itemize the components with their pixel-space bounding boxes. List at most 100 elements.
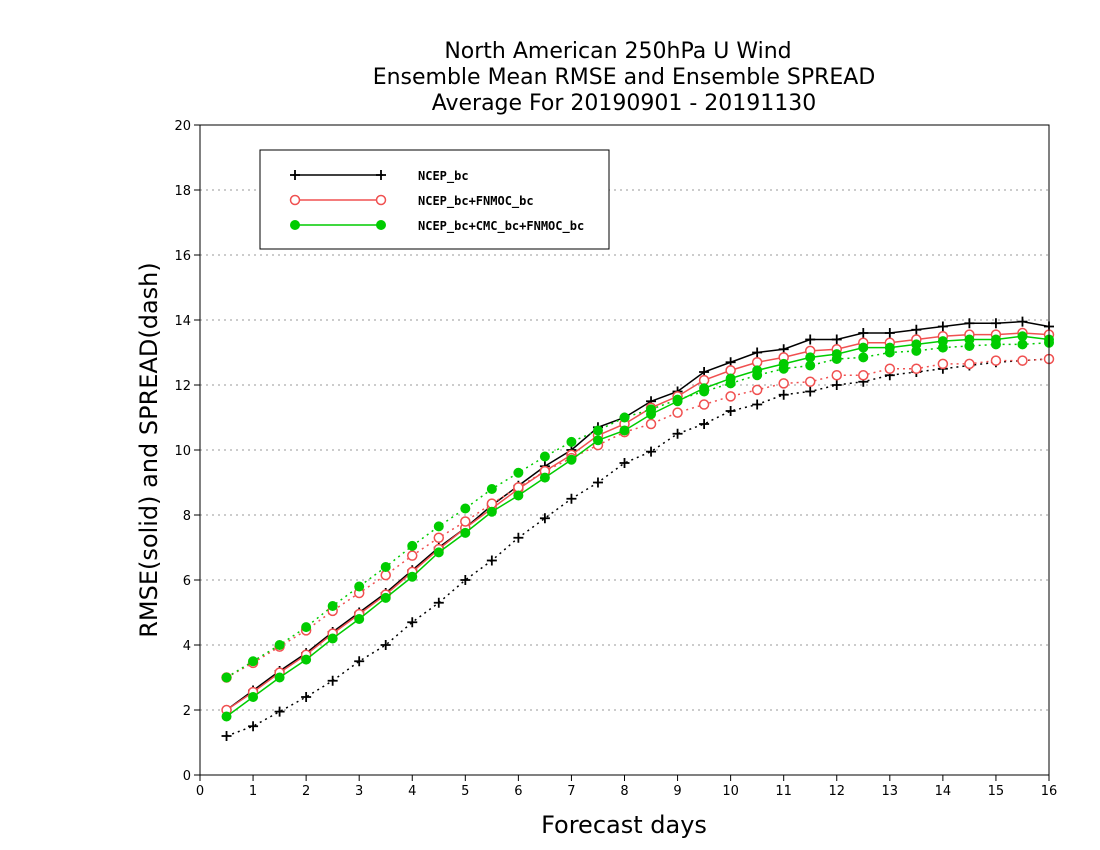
series-0-spread-point bbox=[725, 406, 736, 416]
series-2-spread-line bbox=[226, 342, 1050, 679]
series-2-rmse-point bbox=[380, 592, 391, 603]
series-0-spread-point bbox=[805, 386, 816, 397]
legend-marker-1 bbox=[375, 194, 387, 206]
series-2-rmse bbox=[221, 331, 1054, 722]
y-tick-label: 18 bbox=[174, 184, 191, 199]
series-2-spread-point bbox=[911, 345, 922, 356]
x-tick-label: 12 bbox=[828, 784, 845, 799]
x-tick-label: 16 bbox=[1041, 784, 1058, 799]
series-1-spread-point bbox=[751, 384, 763, 396]
series-1-spread-point bbox=[725, 391, 736, 402]
series-2-spread-point bbox=[354, 581, 365, 592]
series-2-spread-point bbox=[937, 342, 948, 353]
series-2-spread-point bbox=[699, 386, 710, 397]
series-0-spread-point bbox=[460, 575, 471, 585]
series-0-spread-point bbox=[619, 458, 630, 468]
legend: NCEP_bc NCEP_bc+FNMOC_bc NCEP_bc+CMC_bc+… bbox=[259, 149, 610, 250]
x-tick-label: 10 bbox=[722, 784, 739, 799]
series-2-spread-point bbox=[619, 412, 630, 423]
x-tick-label: 15 bbox=[988, 784, 1005, 799]
plot-series bbox=[221, 316, 1055, 741]
series-2-spread-point bbox=[858, 352, 869, 363]
x-tick-label: 5 bbox=[461, 784, 469, 799]
series-0-rmse-point bbox=[911, 324, 922, 335]
series-0-rmse-point bbox=[964, 318, 975, 329]
series-0-spread-point bbox=[752, 399, 763, 410]
series-2-spread-point bbox=[592, 425, 603, 436]
series-2-spread-point bbox=[1017, 339, 1028, 350]
series-1-spread-point bbox=[884, 363, 896, 374]
x-tick-label: 9 bbox=[673, 784, 681, 799]
series-1-spread-point bbox=[698, 399, 710, 410]
series-0-spread-point bbox=[831, 380, 842, 390]
series-0-spread-point bbox=[327, 675, 338, 686]
series-1-spread-point bbox=[407, 550, 418, 561]
series-0-rmse-point bbox=[884, 328, 895, 338]
series-2-spread-point bbox=[990, 339, 1001, 350]
x-tick-label: 6 bbox=[514, 784, 522, 799]
series-1-spread-point bbox=[858, 370, 869, 381]
series-2-spread-point bbox=[327, 601, 338, 611]
series-1-spread-point bbox=[778, 378, 789, 389]
series-2-spread-point bbox=[672, 394, 683, 405]
series-0-spread-point bbox=[672, 428, 683, 439]
series-2-spread-point bbox=[248, 656, 259, 667]
series-2-rmse-point bbox=[619, 425, 630, 436]
series-0-rmse-point bbox=[1017, 316, 1028, 327]
legend-marker-0 bbox=[290, 170, 300, 180]
series-2-spread-point bbox=[221, 672, 232, 683]
series-1-spread-point bbox=[990, 355, 1002, 366]
y-tick-label: 2 bbox=[183, 704, 191, 719]
series-1-spread-point bbox=[645, 418, 657, 430]
series-2-rmse-point bbox=[221, 711, 232, 722]
series-0-spread-point bbox=[433, 597, 444, 608]
x-tick-label: 1 bbox=[249, 784, 257, 799]
series-2-spread-point bbox=[407, 540, 418, 551]
series-1-spread-point bbox=[937, 358, 949, 370]
series-0-rmse-point bbox=[805, 334, 816, 345]
series-2-spread-point bbox=[539, 451, 550, 462]
y-tick-label: 10 bbox=[174, 444, 191, 459]
series-2-rmse-point bbox=[248, 692, 259, 702]
series-2-spread-point bbox=[778, 363, 789, 374]
series-0-spread-point bbox=[274, 706, 285, 717]
series-2-spread-point bbox=[486, 484, 497, 494]
x-tick-label: 4 bbox=[408, 784, 416, 799]
series-2-rmse-point bbox=[354, 614, 365, 624]
series-1-spread-point bbox=[964, 358, 975, 370]
series-0-spread-point bbox=[513, 532, 524, 543]
series-2-spread-point bbox=[752, 370, 763, 381]
series-1-spread-point bbox=[831, 370, 842, 381]
y-tick-label: 16 bbox=[174, 249, 191, 264]
series-2-spread-point bbox=[884, 347, 895, 358]
series-2-rmse-point bbox=[592, 435, 603, 446]
series-0-rmse bbox=[221, 316, 1054, 715]
title-line-3: Average For 20190901 - 20191130 bbox=[432, 91, 817, 116]
series-0-spread-point bbox=[301, 692, 312, 702]
series-2-spread-point bbox=[301, 622, 312, 633]
series-2-rmse-point bbox=[539, 472, 550, 483]
series-2-spread-point bbox=[831, 354, 842, 364]
series-0-spread-line bbox=[226, 358, 1050, 737]
series-2-spread bbox=[221, 337, 1054, 683]
series-1-spread-point bbox=[911, 363, 922, 374]
series-1-rmse-line bbox=[226, 332, 1050, 711]
series-0-spread-point bbox=[354, 656, 365, 667]
legend-label-0: NCEP_bc bbox=[418, 169, 469, 184]
y-tick-label: 14 bbox=[174, 314, 191, 329]
series-1-rmse bbox=[221, 327, 1055, 716]
x-axis: 0 1 2 3 4 5 6 7 8 9 10 11 12 13 14 15 16 bbox=[196, 775, 1057, 799]
y-tick-label: 20 bbox=[174, 119, 191, 134]
series-0-spread-point bbox=[592, 477, 603, 488]
series-2-rmse-point bbox=[566, 454, 577, 465]
series-1-spread-point bbox=[460, 516, 471, 527]
series-2-spread-point bbox=[805, 360, 816, 371]
series-0-spread-point bbox=[778, 389, 789, 400]
y-axis-label: RMSE(solid) and SPREAD(dash) bbox=[135, 262, 163, 638]
series-2-rmse-point bbox=[407, 571, 418, 582]
series-2-spread-point bbox=[274, 640, 285, 650]
series-1-spread-point bbox=[1017, 355, 1028, 366]
series-0-rmse-point bbox=[831, 334, 842, 345]
legend-marker-0 bbox=[376, 170, 386, 180]
legend-marker-1 bbox=[289, 194, 301, 206]
